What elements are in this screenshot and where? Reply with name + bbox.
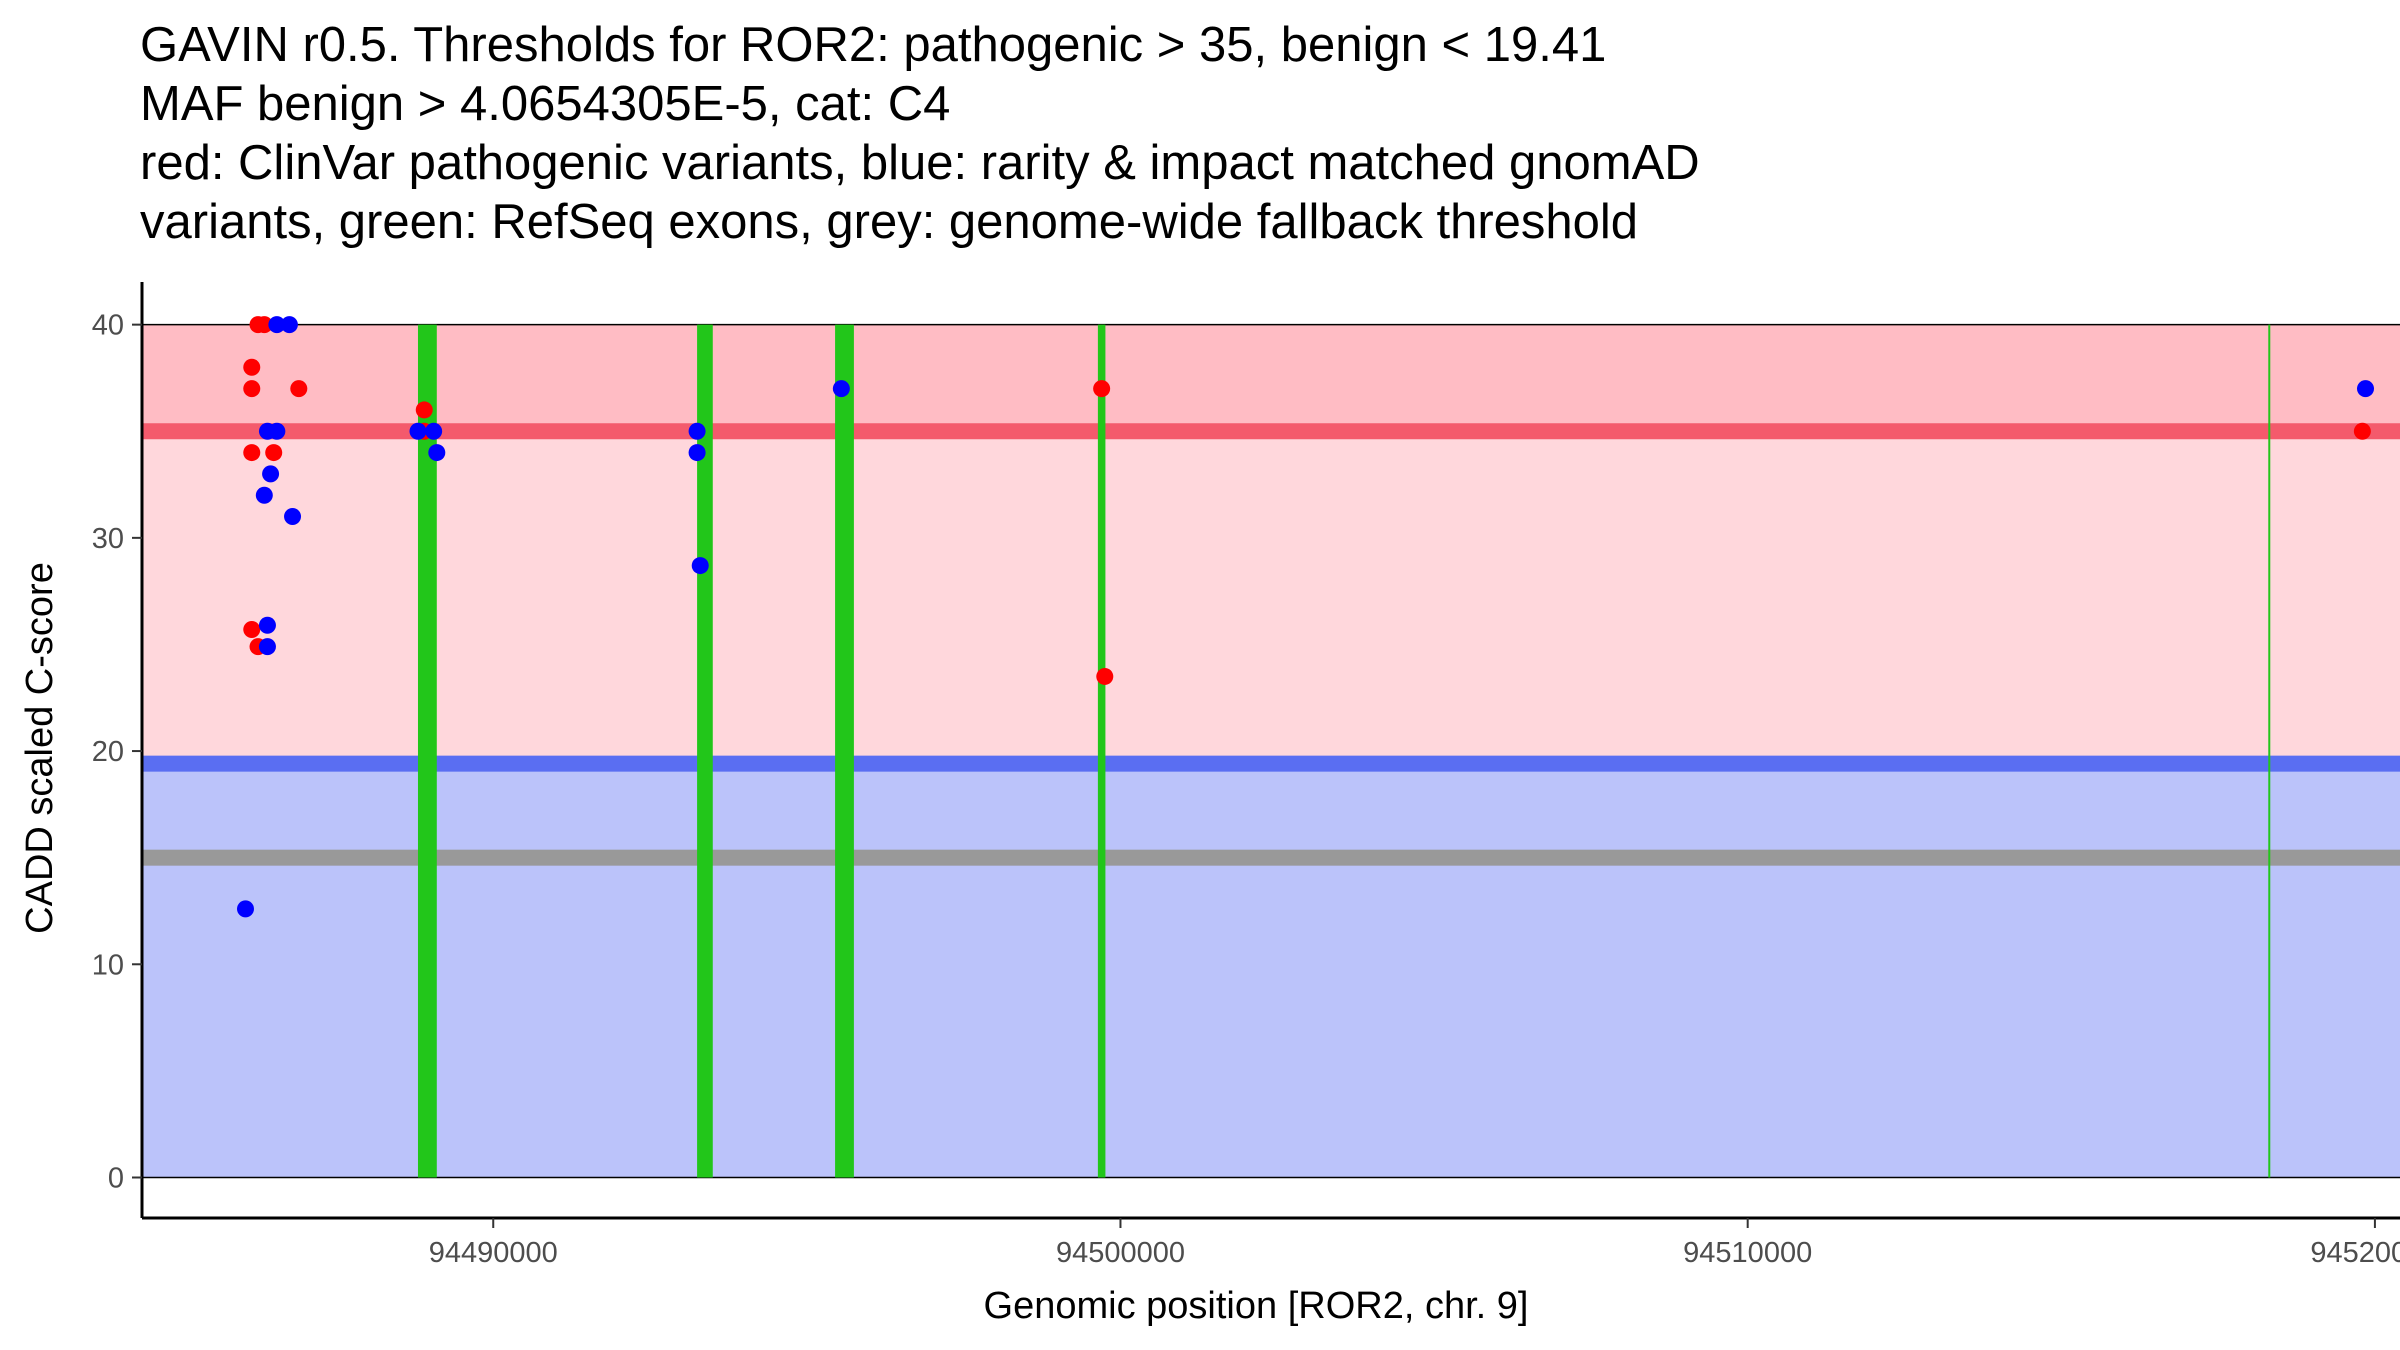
exon-bar-2 — [697, 324, 713, 1178]
y-tick-label-40: 40 — [92, 310, 124, 342]
clinvar-point-6 — [243, 444, 261, 462]
y-axis-title: CADD scaled C-score — [19, 562, 61, 934]
clinvar-point-12 — [1093, 380, 1111, 398]
strong-pathogenic-zone — [142, 324, 2400, 432]
exon-bar-1 — [417, 324, 437, 1178]
variant-points — [236, 316, 2375, 918]
title-line-4: variants, green: RefSeq exons, grey: gen… — [140, 195, 1639, 249]
gnomad-point-1 — [268, 316, 286, 334]
exon-bar-3 — [835, 324, 854, 1178]
clinvar-point-13 — [1096, 667, 1114, 685]
gnomad-point-16 — [691, 557, 709, 575]
clinvar-point-7 — [265, 444, 283, 462]
gnomad-point-5 — [262, 465, 280, 483]
clinvar-point-10 — [415, 401, 433, 419]
x-tick-label-94500000: 94500000 — [1056, 1237, 1185, 1269]
gnomad-point-8 — [258, 616, 276, 634]
fallback-threshold-line — [142, 849, 2400, 866]
exon-bar-4 — [1097, 324, 1106, 1178]
gnomad-point-13 — [428, 444, 446, 462]
gnomad-point-12 — [425, 422, 443, 440]
x-tick-label-94490000: 94490000 — [429, 1237, 558, 1269]
clinvar-point-4 — [243, 380, 261, 398]
clinvar-point-8 — [243, 621, 261, 639]
axes: 0 10 20 30 40 94490000 94500000 94510000 9452000… — [92, 282, 2400, 1269]
clinvar-point-3 — [243, 358, 261, 376]
gnomad-point-17 — [832, 380, 850, 398]
title-line-2: MAF benign > 4.0654305E-5, cat: C4 — [140, 77, 951, 131]
exon-bars — [417, 324, 2271, 1178]
chart-title: GAVIN r0.5. Thresholds for ROR2: pathoge… — [140, 16, 2380, 252]
gnomad-point-15 — [688, 444, 706, 462]
threshold-zones — [142, 323, 2400, 1179]
y-tick-label-0: 0 — [108, 1162, 124, 1194]
x-tick-label-94520000: 94520000 — [2310, 1237, 2400, 1269]
gnomad-point-14 — [688, 422, 706, 440]
gnomad-point-7 — [284, 508, 302, 526]
gnomad-point-18 — [2357, 380, 2375, 398]
x-tick-label-94510000: 94510000 — [1683, 1237, 1812, 1269]
gnomad-point-10 — [236, 900, 254, 918]
gnomad-point-9 — [258, 638, 276, 656]
clinvar-point-2 — [255, 316, 273, 334]
title-line-3: red: ClinVar pathogenic variants, blue: … — [140, 136, 1700, 190]
x-axis-title: Genomic position [ROR2, chr. 9] — [984, 1285, 1529, 1327]
gnomad-point-6 — [255, 486, 273, 504]
exon-bar-5 — [2268, 324, 2271, 1178]
y-tick-label-20: 20 — [92, 736, 124, 768]
clinvar-point-14 — [2353, 422, 2371, 440]
y-tick-label-10: 10 — [92, 949, 124, 981]
y-tick-label-30: 30 — [92, 523, 124, 555]
pathogenic-threshold-line — [142, 423, 2400, 440]
benign-zone — [142, 763, 2400, 1178]
title-line-1: GAVIN r0.5. Thresholds for ROR2: pathoge… — [140, 18, 1607, 72]
gnomad-point-4 — [268, 422, 286, 440]
benign-threshold-line — [142, 755, 2400, 772]
clinvar-point-5 — [290, 380, 308, 398]
gnomad-point-2 — [280, 316, 298, 334]
gnomad-point-11 — [409, 422, 427, 440]
